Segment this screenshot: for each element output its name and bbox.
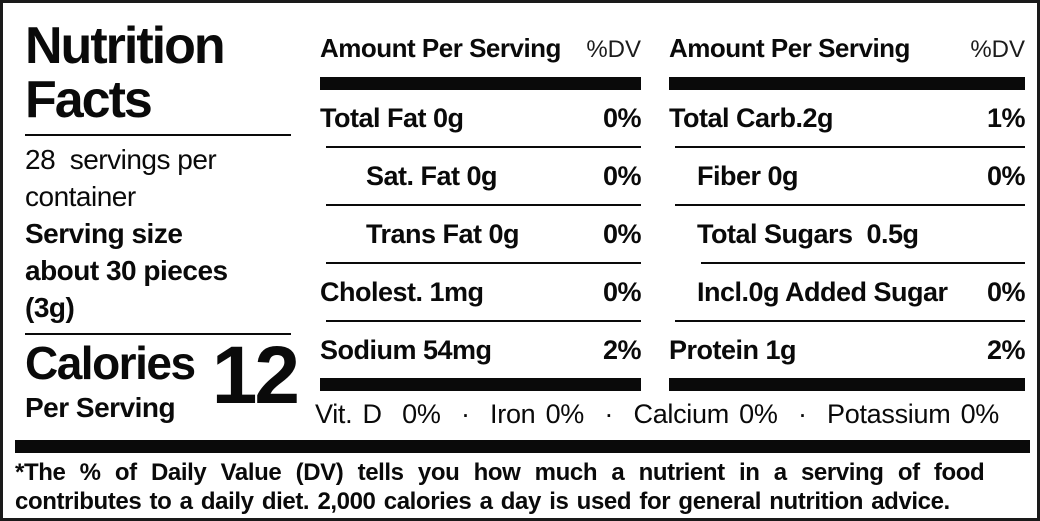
calories-value: 12: [211, 330, 300, 421]
divider: [326, 262, 641, 264]
nutrient-name: Trans Fat 0g: [366, 218, 520, 249]
nutrient-dv: 0%: [602, 218, 642, 249]
divider: [701, 262, 1025, 264]
nutrient-name: Total Sugars 0.5g: [697, 218, 919, 249]
divider: [675, 146, 1025, 148]
thick-bar: [669, 378, 1025, 391]
nutrient-name: Total Fat 0g: [320, 102, 464, 133]
divider: [675, 204, 1025, 206]
amount-per-serving-heading: Amount Per Serving: [320, 33, 561, 63]
divider: [675, 320, 1025, 322]
label-title: Nutrition Facts: [25, 17, 226, 129]
nutrient-row-total-carb: Total Carb.2g 1%: [669, 90, 1026, 146]
nutrient-column-1: Amount Per Serving %DV Total Fat 0g 0% S…: [320, 33, 642, 391]
thick-bar: [669, 77, 1025, 90]
servings-per-container: 28 servings per container: [25, 144, 217, 212]
divider: [326, 320, 641, 322]
thick-bar: [320, 378, 641, 391]
nutrient-name: Sat. Fat 0g: [366, 160, 498, 191]
nutrient-column-2: Amount Per Serving %DV Total Carb.2g 1% …: [669, 33, 1026, 391]
micronutrients-row: Vit. D 0% · Iron 0% · Calcium 0% · Potas…: [315, 399, 1000, 429]
left-panel: Nutrition Facts 28 servings per containe…: [25, 17, 300, 428]
divider: [25, 333, 291, 335]
nutrient-row-trans-fat: Trans Fat 0g 0%: [320, 206, 642, 262]
divider: [326, 204, 641, 206]
nutrient-row-added-sugar: Incl.0g Added Sugar 0%: [669, 264, 1026, 320]
column-header: Amount Per Serving %DV: [320, 33, 641, 77]
nutrient-dv: 2%: [602, 334, 642, 365]
serving-size: Serving size about 30 pieces (3g): [25, 218, 228, 323]
nutrient-row-sat-fat: Sat. Fat 0g 0%: [320, 148, 642, 204]
nutrient-row-total-sugars: Total Sugars 0.5g: [669, 206, 1025, 262]
nutrient-name: Fiber 0g: [697, 160, 799, 191]
nutrient-name: Cholest. 1mg: [320, 276, 484, 307]
divider: [25, 134, 291, 136]
nutrient-row-fiber: Fiber 0g 0%: [669, 148, 1026, 204]
footnote-line-2: contributes to a daily diet. 2,000 calor…: [15, 488, 950, 515]
nutrient-row-protein: Protein 1g 2%: [669, 322, 1026, 378]
calories-label: Calories: [25, 337, 196, 389]
calories-block: Calories Per Serving 12: [25, 335, 300, 428]
nutrient-dv: 0%: [986, 160, 1026, 191]
nutrient-row-sodium: Sodium 54mg 2%: [320, 322, 642, 378]
footnote-line-1: *The % of Daily Value (DV) tells you how…: [15, 459, 985, 486]
nutrient-name: Total Carb.2g: [669, 102, 834, 133]
calories-subtitle: Per Serving: [25, 392, 176, 423]
amount-per-serving-heading: Amount Per Serving: [669, 33, 910, 63]
column-header: Amount Per Serving %DV: [669, 33, 1025, 77]
thick-bar-full-width: [15, 440, 1030, 453]
nutrient-dv: 0%: [602, 276, 642, 307]
daily-value-footnote: *The % of Daily Value (DV) tells you how…: [15, 458, 1031, 516]
nutrient-row-total-fat: Total Fat 0g 0%: [320, 90, 642, 146]
dv-heading: %DV: [970, 36, 1025, 63]
nutrient-row-cholesterol: Cholest. 1mg 0%: [320, 264, 642, 320]
nutrient-dv: 1%: [986, 102, 1026, 133]
nutrient-dv: 0%: [602, 102, 642, 133]
nutrient-name: Protein 1g: [669, 334, 797, 365]
divider: [326, 146, 641, 148]
nutrient-dv: 2%: [986, 334, 1026, 365]
nutrient-name: Incl.0g Added Sugar: [697, 276, 948, 307]
nutrient-name: Sodium 54mg: [320, 334, 492, 365]
dv-heading: %DV: [586, 36, 641, 63]
nutrient-dv: 0%: [602, 160, 642, 191]
nutrient-dv: 0%: [986, 276, 1026, 307]
thick-bar: [320, 77, 641, 90]
